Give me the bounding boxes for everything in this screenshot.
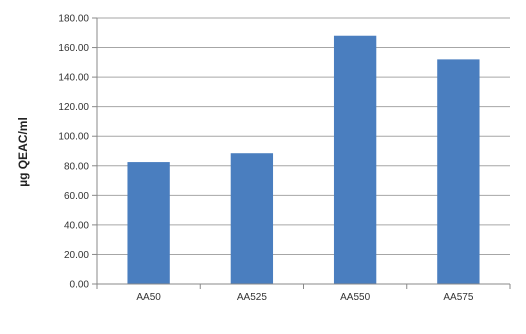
y-tick-label: 40.00 bbox=[64, 220, 89, 231]
y-tick-label: 20.00 bbox=[64, 250, 89, 261]
x-tick-labels: AA50 AA525 AA550 AA575 bbox=[136, 292, 473, 303]
axes bbox=[92, 17, 511, 289]
y-tick-label: 160.00 bbox=[58, 43, 89, 54]
bars bbox=[127, 35, 480, 284]
x-tick-label: AA550 bbox=[340, 292, 370, 303]
bar-aa525 bbox=[230, 153, 274, 284]
y-axis-label: µg QEAC/ml bbox=[16, 117, 30, 187]
y-tick-labels: 0.00 20.00 40.00 60.00 80.00 100.00 120.00 140.… bbox=[58, 14, 89, 291]
x-tick-label: AA575 bbox=[443, 292, 473, 303]
y-tick-label: 120.00 bbox=[58, 102, 89, 113]
bar-aa575 bbox=[437, 59, 480, 284]
x-tick-label: AA525 bbox=[237, 292, 267, 303]
bar-aa550 bbox=[333, 35, 377, 284]
y-tick-label: 0.00 bbox=[70, 280, 90, 291]
y-tick-label: 180.00 bbox=[58, 14, 89, 25]
y-tick-label: 140.00 bbox=[58, 73, 89, 84]
y-tick-label: 80.00 bbox=[64, 161, 89, 172]
x-tick-label: AA50 bbox=[136, 292, 161, 303]
y-tick-label: 60.00 bbox=[64, 191, 89, 202]
y-tick-label: 100.00 bbox=[58, 132, 89, 143]
bar-aa50 bbox=[127, 162, 170, 284]
